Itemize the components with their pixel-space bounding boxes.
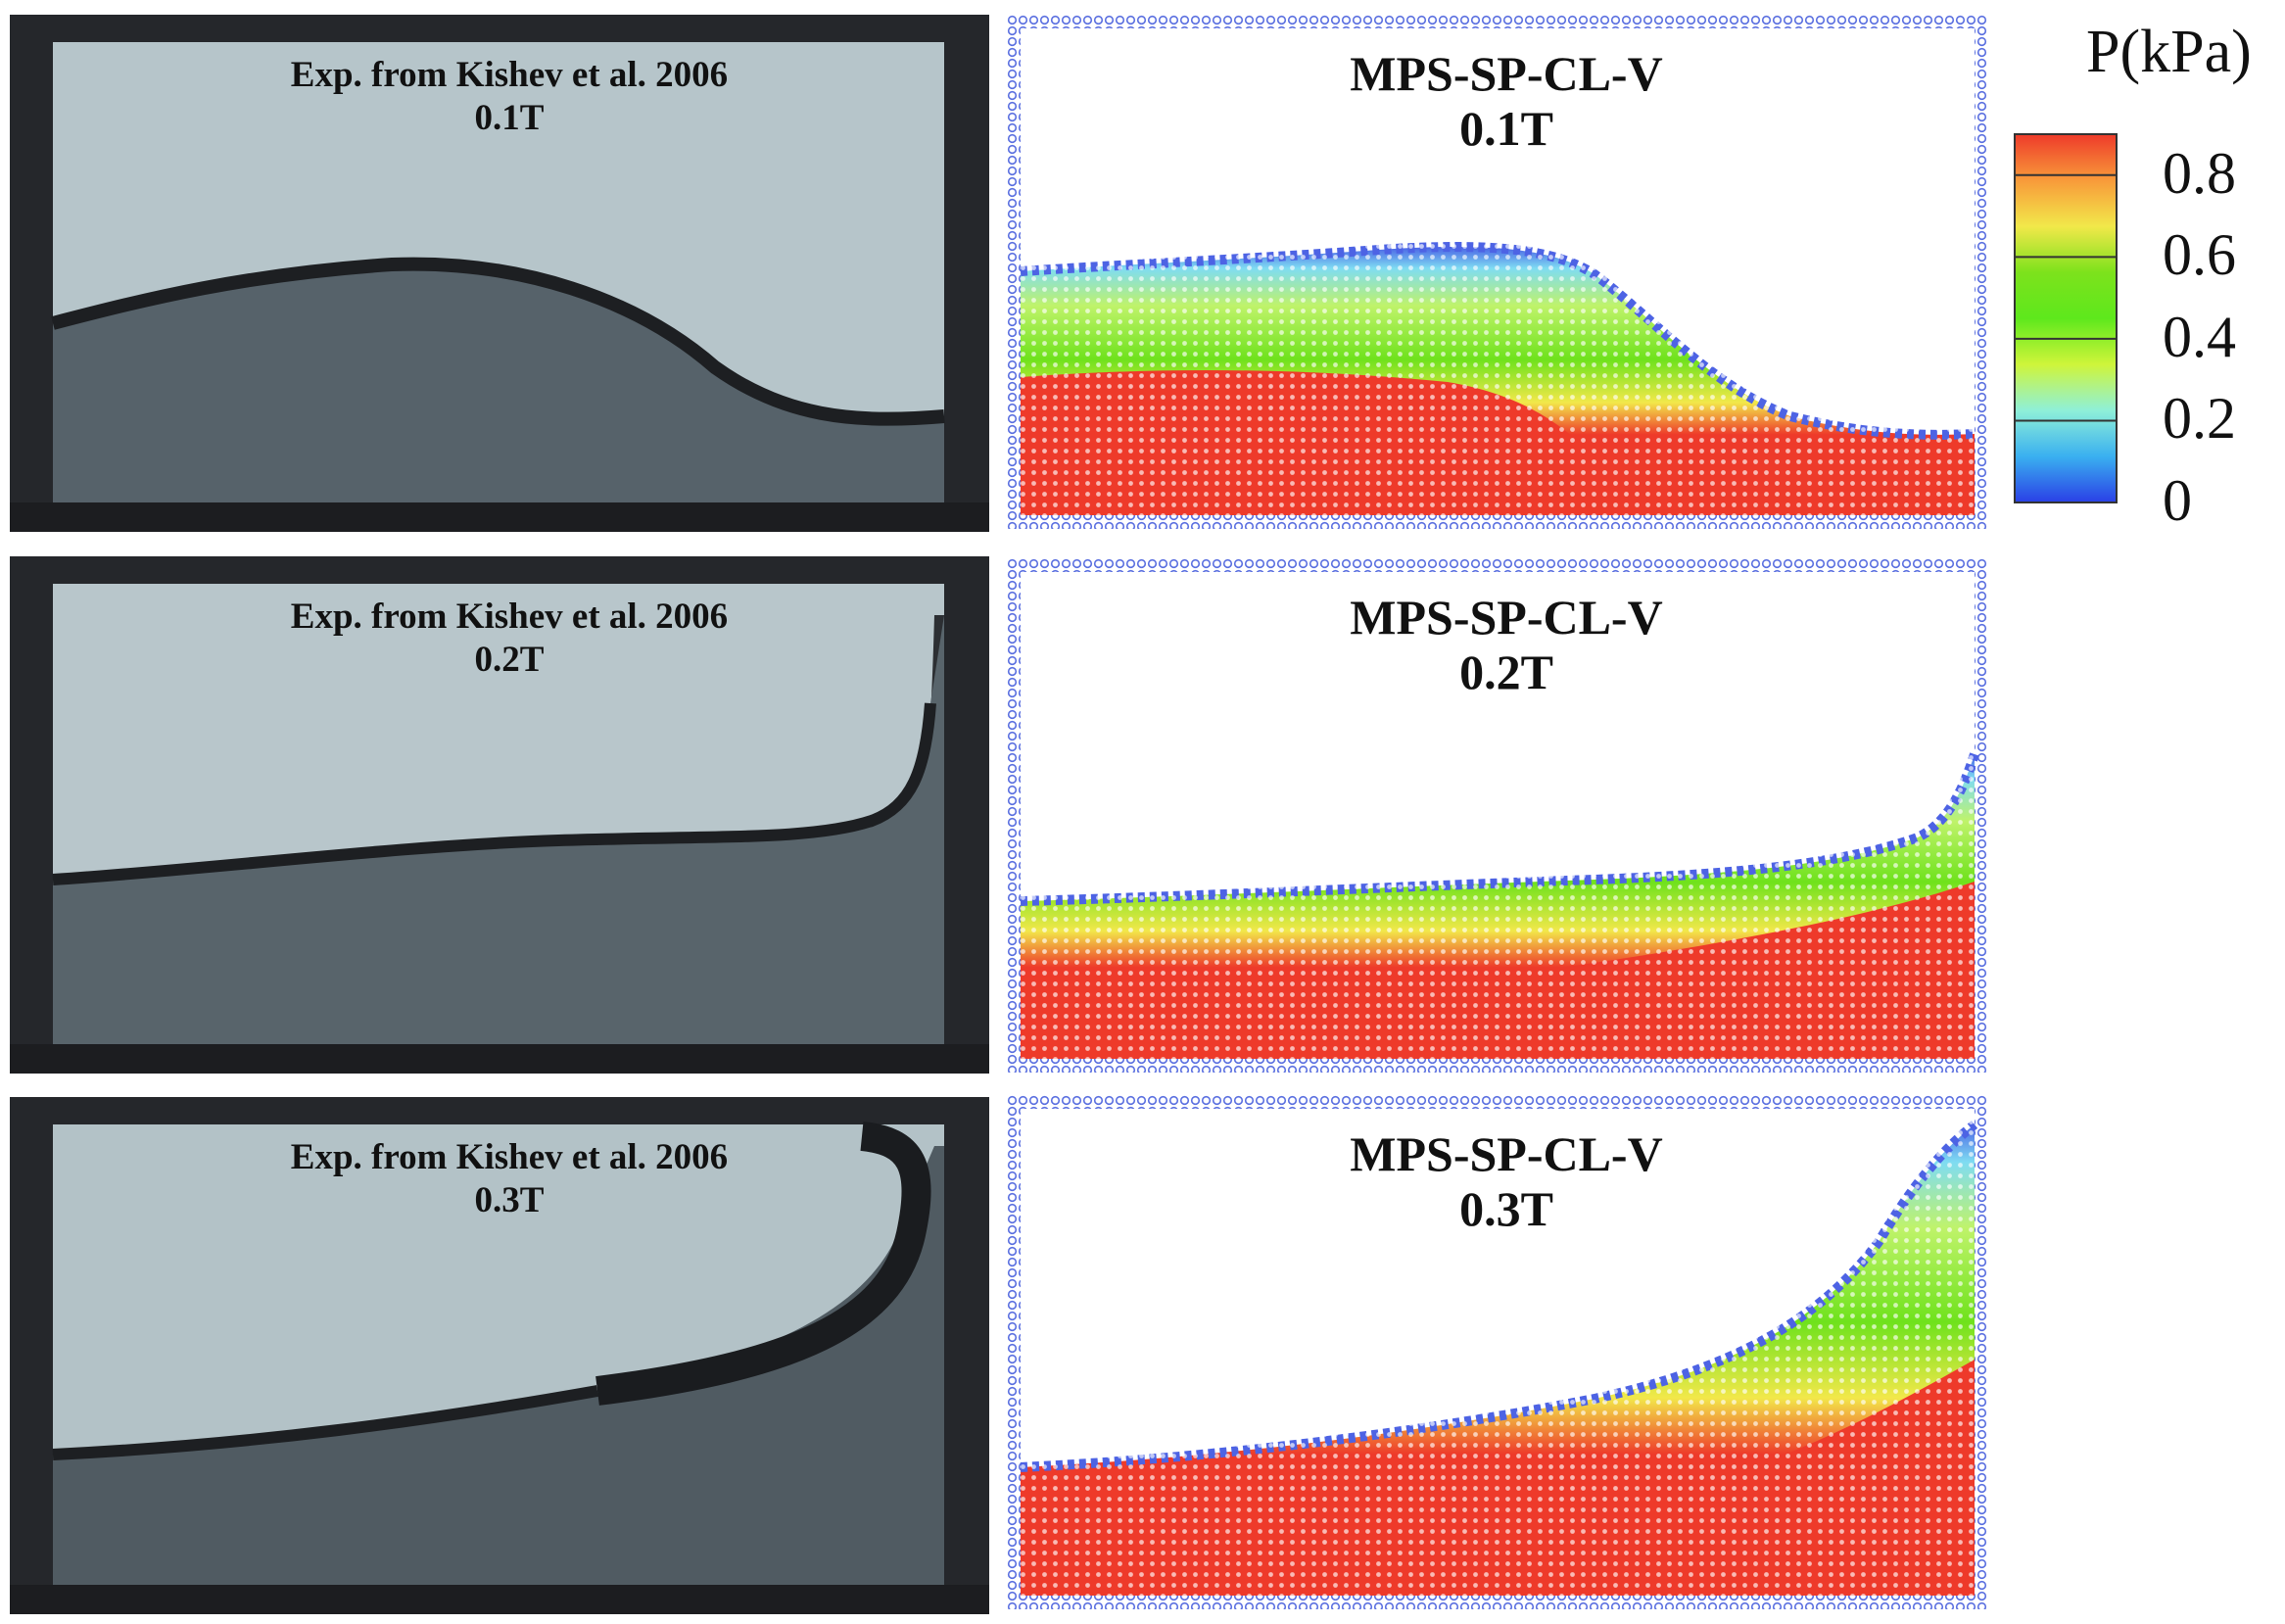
colorbar-tick-label: 0.8 <box>2163 140 2236 206</box>
experiment-caption: Exp. from Kishev et al. 2006 0.3T <box>206 1136 813 1221</box>
experiment-source: Exp. from Kishev et al. 2006 <box>290 55 729 95</box>
experiment-time: 0.2T <box>474 639 545 680</box>
simulation-caption: MPS-SP-CL-V 0.1T <box>1203 46 1810 156</box>
simulation-method: MPS-SP-CL-V <box>1350 46 1663 101</box>
colorbar-title: P(kPa) <box>2086 19 2252 85</box>
colorbar-tick-label: 0.2 <box>2163 386 2236 452</box>
experiment-panel-2: Exp. from Kishev et al. 2006 0.2T <box>10 556 989 1074</box>
experiment-source: Exp. from Kishev et al. 2006 <box>290 1137 729 1177</box>
colorbar-gradient <box>2014 133 2118 503</box>
experiment-time: 0.1T <box>474 97 545 138</box>
experiment-source: Exp. from Kishev et al. 2006 <box>290 597 729 637</box>
experiment-photo <box>10 15 989 532</box>
simulation-caption: MPS-SP-CL-V 0.2T <box>1203 590 1810 699</box>
simulation-panel-2: MPS-SP-CL-V 0.2T <box>1007 558 1988 1073</box>
particle-plot <box>1007 15 1988 529</box>
simulation-panel-3: MPS-SP-CL-V 0.3T <box>1007 1095 1988 1609</box>
experiment-time: 0.3T <box>474 1179 545 1220</box>
colorbar-tick-label: 0.6 <box>2163 222 2236 288</box>
experiment-panel-1: Exp. from Kishev et al. 2006 0.1T <box>10 15 989 532</box>
experiment-photo <box>10 556 989 1074</box>
simulation-method: MPS-SP-CL-V <box>1350 590 1663 645</box>
colorbar <box>2014 133 2118 503</box>
simulation-time: 0.3T <box>1459 1181 1553 1236</box>
particle-plot <box>1007 1095 1988 1609</box>
simulation-caption: MPS-SP-CL-V 0.3T <box>1203 1126 1810 1236</box>
simulation-panel-1: MPS-SP-CL-V 0.1T <box>1007 15 1988 529</box>
simulation-time: 0.2T <box>1459 645 1553 699</box>
experiment-caption: Exp. from Kishev et al. 2006 0.1T <box>206 54 813 139</box>
simulation-time: 0.1T <box>1459 101 1553 156</box>
colorbar-tick-label: 0.4 <box>2163 304 2236 369</box>
simulation-method: MPS-SP-CL-V <box>1350 1126 1663 1181</box>
experiment-photo <box>10 1097 989 1614</box>
experiment-panel-3: Exp. from Kishev et al. 2006 0.3T <box>10 1097 989 1614</box>
colorbar-tick-label: 0 <box>2163 468 2192 533</box>
particle-plot <box>1007 558 1988 1073</box>
experiment-caption: Exp. from Kishev et al. 2006 0.2T <box>206 596 813 681</box>
